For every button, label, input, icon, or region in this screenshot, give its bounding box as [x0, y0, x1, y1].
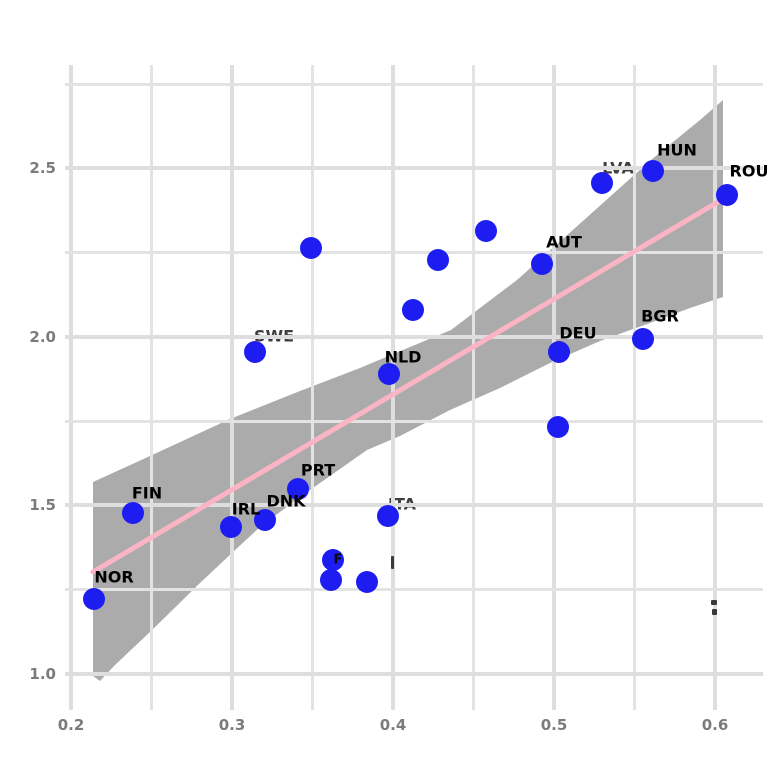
gridline-vertical-minor-1	[310, 65, 314, 710]
country-label-NOR: NOR	[94, 567, 134, 587]
country-label-HUN: HUN	[657, 140, 697, 160]
country-label-PRT: PRT	[300, 460, 336, 480]
data-point-NOR	[83, 588, 105, 610]
country-label-BGR: BGR	[641, 306, 679, 326]
gridline-vertical-major-2	[391, 65, 395, 710]
gridline-horizontal-major-2	[65, 503, 763, 507]
gridline-vertical-major-3	[552, 65, 556, 710]
data-point-LVA	[591, 172, 613, 194]
data-point-DEU	[548, 341, 570, 363]
y-axis-tick-label-2.5: 2.5	[29, 159, 56, 177]
gridline-horizontal-minor-3	[65, 587, 763, 591]
data-point	[547, 416, 569, 438]
gridline-horizontal-minor-0	[65, 82, 763, 86]
gridline-horizontal-major-0	[65, 166, 763, 170]
gridline-horizontal-minor-2	[65, 419, 763, 423]
clipped-label-fragment-1	[711, 600, 717, 605]
data-point-ITA	[377, 505, 399, 527]
data-point-IRL	[220, 516, 242, 538]
data-point-ROU	[716, 184, 738, 206]
data-point-NLD	[378, 363, 400, 385]
data-point	[300, 237, 322, 259]
country-label-IRL: IRL	[231, 499, 261, 519]
gridline-vertical-minor-3	[632, 65, 636, 710]
x-axis-tick-label-0.6: 0.6	[701, 716, 729, 734]
gridline-horizontal-minor-1	[65, 250, 763, 254]
data-point-FIN	[122, 502, 144, 524]
country-label-DEU: DEU	[559, 323, 597, 343]
data-point-AUT	[531, 253, 553, 275]
country-label-DNK: DNK	[266, 491, 306, 511]
data-point-SWE	[244, 341, 266, 363]
gridline-vertical-minor-2	[471, 65, 475, 710]
trend-line	[90, 193, 731, 575]
data-point	[427, 249, 449, 271]
country-label-NLD: NLD	[384, 347, 422, 367]
data-point-BGR	[632, 328, 654, 350]
data-point	[402, 299, 424, 321]
data-point	[320, 569, 342, 591]
data-point-HUN	[642, 160, 664, 182]
country-label-ROU: ROU	[729, 161, 768, 181]
data-point-DNK	[254, 509, 276, 531]
gridline-vertical-major-0	[69, 65, 73, 710]
y-axis-tick-label-1.0: 1.0	[29, 665, 56, 683]
y-axis-tick-label-2.0: 2.0	[29, 328, 56, 346]
data-point-PRT	[287, 478, 309, 500]
gridline-vertical-major-4	[713, 65, 717, 710]
y-axis-tick-label-1.5: 1.5	[29, 496, 56, 514]
data-point	[475, 220, 497, 242]
data-point-F	[322, 549, 344, 571]
confidence-band	[93, 100, 723, 681]
clipped-label-fragment-0	[391, 556, 394, 569]
x-axis-tick-label-0.3: 0.3	[218, 716, 246, 734]
country-label-AUT: AUT	[546, 232, 582, 252]
x-axis-tick-label-0.5: 0.5	[540, 716, 568, 734]
gridline-horizontal-major-1	[65, 335, 763, 339]
country-label-FIN: FIN	[131, 483, 163, 503]
gridline-vertical-minor-0	[149, 65, 153, 710]
country-label-F: F	[333, 552, 343, 568]
x-axis-tick-label-0.4: 0.4	[379, 716, 407, 734]
gridline-horizontal-major-3	[65, 672, 763, 676]
gridline-vertical-major-1	[230, 65, 234, 710]
x-axis-tick-label-0.2: 0.2	[57, 716, 85, 734]
clipped-label-fragment-2	[712, 609, 717, 615]
data-point	[356, 571, 378, 593]
